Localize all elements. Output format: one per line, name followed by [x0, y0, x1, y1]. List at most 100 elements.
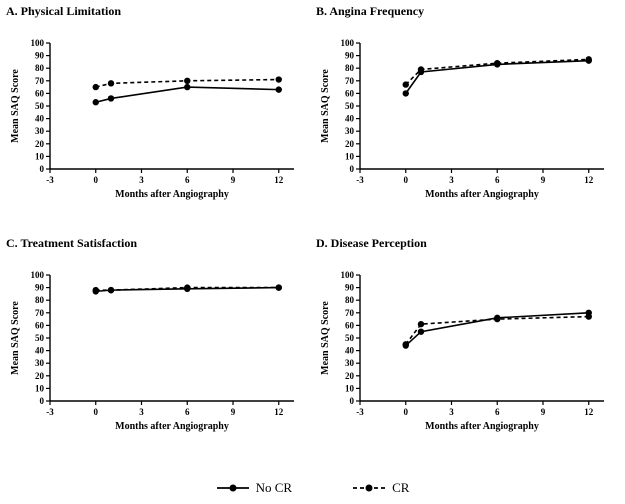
- panel-A: A. Physical Limitation -3036912010203040…: [2, 2, 308, 209]
- svg-text:40: 40: [345, 346, 355, 356]
- marker-no_cr: [586, 310, 592, 316]
- svg-text:Months after Angiography: Months after Angiography: [425, 421, 539, 432]
- svg-text:70: 70: [345, 76, 355, 86]
- svg-text:70: 70: [35, 308, 45, 318]
- marker-no_cr: [586, 57, 592, 63]
- legend-label-no-cr: No CR: [256, 480, 292, 496]
- marker-cr: [93, 84, 99, 90]
- svg-text:80: 80: [345, 295, 355, 305]
- svg-text:3: 3: [139, 175, 144, 185]
- svg-text:30: 30: [35, 126, 45, 136]
- marker-cr: [108, 80, 114, 86]
- marker-no_cr: [108, 287, 114, 293]
- svg-text:9: 9: [231, 175, 236, 185]
- panel-grid: A. Physical Limitation -3036912010203040…: [0, 0, 620, 430]
- marker-no_cr: [403, 90, 409, 96]
- svg-text:9: 9: [231, 407, 236, 417]
- svg-text:20: 20: [35, 139, 45, 149]
- svg-text:20: 20: [35, 371, 45, 381]
- svg-text:10: 10: [345, 383, 355, 393]
- svg-text:3: 3: [449, 407, 454, 417]
- svg-text:20: 20: [345, 139, 355, 149]
- marker-no_cr: [403, 342, 409, 348]
- svg-text:0: 0: [404, 175, 409, 185]
- svg-text:12: 12: [584, 407, 594, 417]
- svg-text:-3: -3: [46, 175, 54, 185]
- svg-text:0: 0: [94, 407, 99, 417]
- panel-title-B: B. Angina Frequency: [316, 4, 618, 19]
- marker-no_cr: [93, 99, 99, 105]
- svg-text:0: 0: [40, 164, 45, 174]
- svg-text:40: 40: [35, 114, 45, 124]
- svg-text:60: 60: [345, 320, 355, 330]
- marker-cr: [418, 321, 424, 327]
- chart-D: -30369120102030405060708090100Months aft…: [312, 251, 612, 441]
- svg-text:Mean SAQ Score: Mean SAQ Score: [320, 69, 331, 143]
- svg-text:60: 60: [35, 320, 45, 330]
- panel-D: D. Disease Perception -30369120102030405…: [312, 234, 618, 441]
- svg-text:30: 30: [345, 126, 355, 136]
- svg-text:12: 12: [584, 175, 594, 185]
- marker-no_cr: [418, 69, 424, 75]
- svg-text:0: 0: [350, 164, 355, 174]
- chart-A: -30369120102030405060708090100Months aft…: [2, 19, 302, 209]
- svg-text:100: 100: [341, 270, 355, 280]
- marker-no_cr: [276, 86, 282, 92]
- svg-text:50: 50: [35, 101, 45, 111]
- legend-label-cr: CR: [392, 480, 409, 496]
- svg-text:10: 10: [35, 151, 45, 161]
- marker-cr: [184, 78, 190, 84]
- svg-text:80: 80: [345, 63, 355, 73]
- legend-swatch-no-cr: [216, 481, 250, 495]
- panel-C: C. Treatment Satisfaction -3036912010203…: [2, 234, 308, 441]
- svg-text:90: 90: [345, 51, 355, 61]
- svg-text:3: 3: [139, 407, 144, 417]
- svg-text:50: 50: [345, 333, 355, 343]
- svg-text:-3: -3: [356, 175, 364, 185]
- svg-text:6: 6: [185, 175, 190, 185]
- svg-text:6: 6: [495, 407, 500, 417]
- marker-no_cr: [184, 84, 190, 90]
- svg-text:0: 0: [404, 407, 409, 417]
- legend-item-cr: CR: [352, 480, 409, 496]
- svg-text:20: 20: [345, 371, 355, 381]
- marker-cr: [276, 76, 282, 82]
- svg-text:100: 100: [31, 270, 45, 280]
- svg-text:40: 40: [345, 114, 355, 124]
- svg-text:Mean SAQ Score: Mean SAQ Score: [320, 301, 331, 375]
- marker-no_cr: [276, 284, 282, 290]
- svg-text:9: 9: [541, 175, 546, 185]
- marker-no_cr: [93, 288, 99, 294]
- svg-text:6: 6: [185, 407, 190, 417]
- svg-text:10: 10: [35, 383, 45, 393]
- svg-text:0: 0: [40, 396, 45, 406]
- marker-no_cr: [108, 95, 114, 101]
- svg-text:Months after Angiography: Months after Angiography: [425, 189, 539, 200]
- svg-text:0: 0: [350, 396, 355, 406]
- svg-text:50: 50: [345, 101, 355, 111]
- svg-text:9: 9: [541, 407, 546, 417]
- svg-text:70: 70: [35, 76, 45, 86]
- svg-text:60: 60: [35, 88, 45, 98]
- svg-text:Mean SAQ Score: Mean SAQ Score: [10, 69, 21, 143]
- svg-text:40: 40: [35, 346, 45, 356]
- svg-text:Months after Angiography: Months after Angiography: [115, 189, 229, 200]
- svg-text:12: 12: [274, 175, 284, 185]
- svg-text:30: 30: [345, 358, 355, 368]
- marker-no_cr: [418, 329, 424, 335]
- svg-text:80: 80: [35, 63, 45, 73]
- svg-text:90: 90: [35, 283, 45, 293]
- panel-title-D: D. Disease Perception: [316, 236, 618, 251]
- legend: No CR CR: [0, 480, 625, 496]
- svg-text:80: 80: [35, 295, 45, 305]
- svg-text:6: 6: [495, 175, 500, 185]
- svg-text:Months after Angiography: Months after Angiography: [115, 421, 229, 432]
- legend-swatch-cr: [352, 481, 386, 495]
- svg-text:-3: -3: [356, 407, 364, 417]
- svg-text:90: 90: [345, 283, 355, 293]
- svg-text:100: 100: [341, 38, 355, 48]
- svg-text:10: 10: [345, 151, 355, 161]
- chart-B: -30369120102030405060708090100Months aft…: [312, 19, 612, 209]
- chart-C: -30369120102030405060708090100Months aft…: [2, 251, 302, 441]
- svg-text:3: 3: [449, 175, 454, 185]
